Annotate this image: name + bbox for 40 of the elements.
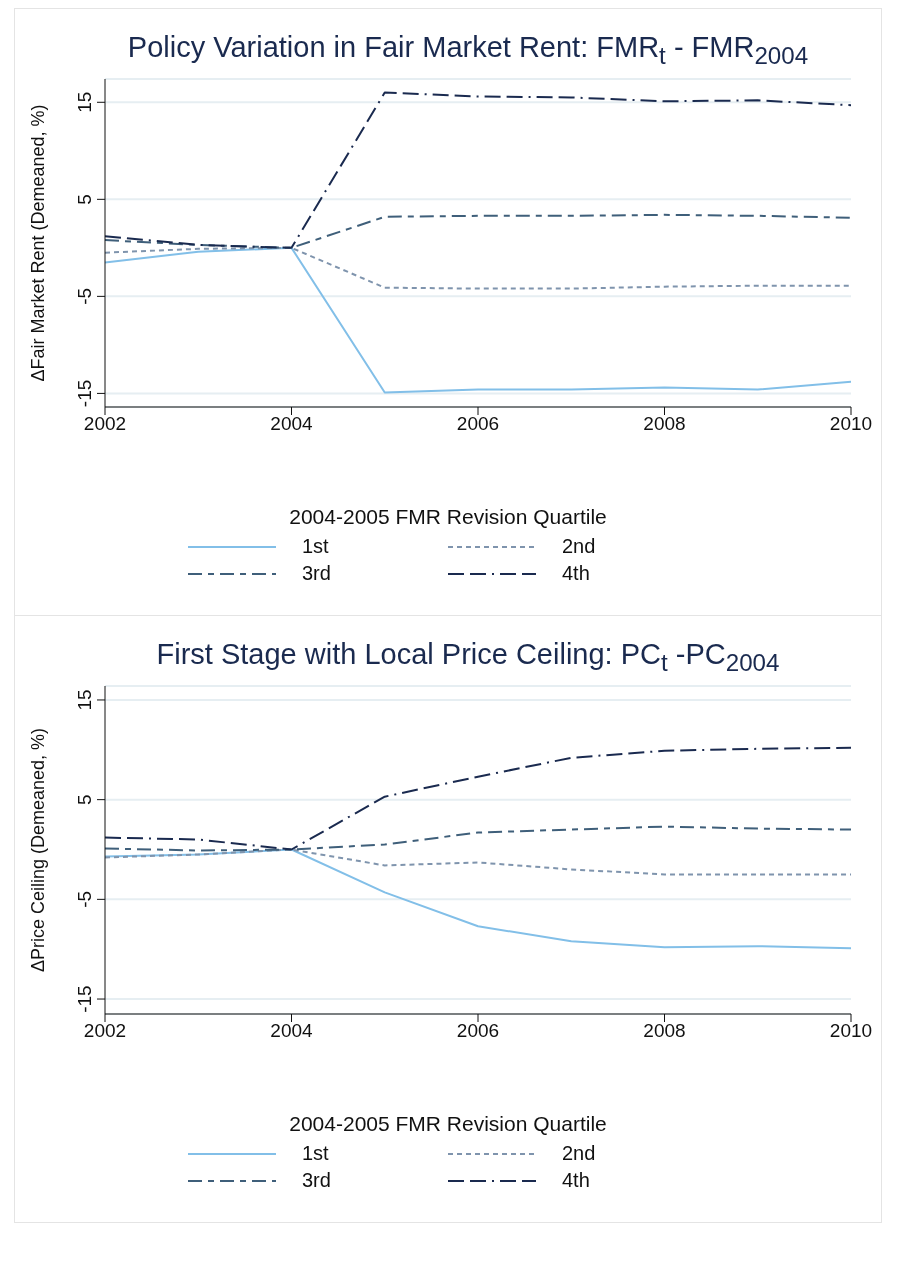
y-tick-label: -5 [74, 287, 95, 305]
legend-title: 2004-2005 FMR Revision Quartile [288, 505, 608, 529]
x-tick-label: 2008 [643, 1020, 686, 1042]
x-tick-label: 2006 [456, 1020, 500, 1042]
y-tick-label: 15 [74, 689, 95, 711]
y-tick-label: 5 [74, 794, 95, 805]
x-tick-label: 2010 [829, 413, 873, 435]
chart-title: Policy Variation in Fair Market Rent: FMR$_{t}$ - FMR$_{2004}$ [126, 30, 810, 71]
line-series [105, 848, 851, 950]
y-tick-label: -5 [74, 890, 95, 908]
y-tick-label: -15 [74, 985, 95, 1013]
x-tick-label: 2002 [83, 1020, 127, 1042]
line-series [105, 848, 851, 876]
y-tick-label: 15 [74, 91, 95, 113]
legend-label: 4th [562, 562, 590, 585]
line-series [105, 746, 851, 851]
line-series [105, 91, 851, 249]
x-tick-label: 2004 [270, 1020, 314, 1042]
line-series [105, 213, 851, 249]
y-tick-label: -15 [74, 379, 95, 408]
x-tick-label: 2004 [270, 413, 314, 435]
y-axis-title: ΔPrice Ceiling (Demeaned, %) [28, 727, 49, 973]
legend-label: 1st [302, 1142, 329, 1165]
legend-label: 4th [562, 1169, 590, 1192]
x-tick-label: 2006 [456, 413, 500, 435]
x-tick-label: 2010 [829, 1020, 873, 1042]
y-axis-title: ΔFair Market Rent (Demeaned, %) [28, 104, 49, 382]
legend-label: 2nd [562, 535, 596, 558]
legend-label: 3rd [302, 562, 331, 585]
legend-label: 1st [302, 535, 329, 558]
legend-title: 2004-2005 FMR Revision Quartile [288, 1112, 608, 1136]
line-series [105, 825, 851, 852]
line-series [105, 246, 851, 394]
y-tick-label: 5 [74, 194, 95, 205]
legend-label: 3rd [302, 1169, 331, 1192]
x-tick-label: 2008 [643, 413, 686, 435]
chart-title: First Stage with Local Price Ceiling: PC$_{t}$ -PC$_{2004}$ [155, 637, 781, 678]
x-tick-label: 2002 [83, 413, 127, 435]
line-series [105, 246, 851, 290]
legend-label: 2nd [562, 1142, 596, 1165]
